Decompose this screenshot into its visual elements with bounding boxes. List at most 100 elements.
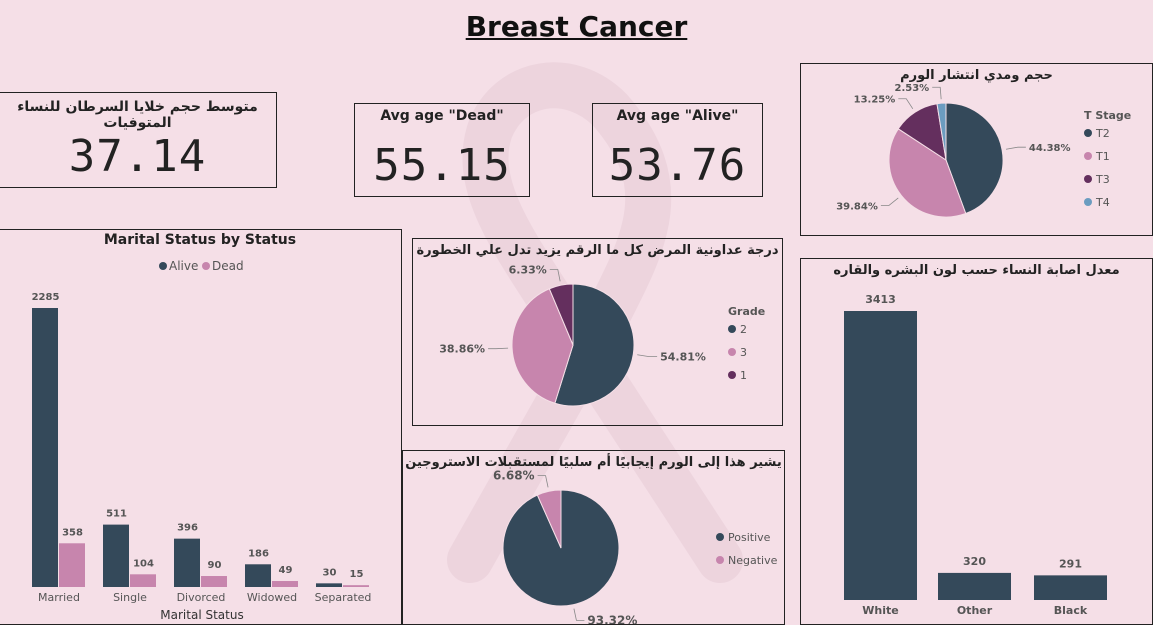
kpi-age-dead-card: Avg age "Dead" 55.15 [354, 103, 530, 197]
grade-data-label: 54.81% [660, 351, 706, 364]
grade-legend-swatch [728, 348, 736, 356]
tstage-slice [936, 102, 947, 161]
tstage-legend-label: T2 [1095, 127, 1110, 140]
race-bar [1034, 575, 1107, 600]
grade-legend-label: 1 [740, 369, 747, 382]
marital-legend-label: Alive [169, 259, 198, 273]
tstage-data-label: 39.84% [836, 201, 878, 212]
kpi-tumor-size-card: متوسط حجم خلايا السرطان للنساء المتوفيات… [0, 92, 277, 188]
race-bar [938, 572, 1011, 600]
tstage-slice [888, 128, 967, 218]
tstage-legend-swatch [1084, 129, 1092, 137]
marital-bar-dead [130, 574, 156, 587]
grade-panel: درجة عداونية المرض كل ما الرقم يزيد تدل … [412, 238, 783, 426]
tstage-legend-swatch [1084, 175, 1092, 183]
tstage-data-label: 13.25% [854, 95, 896, 106]
estrogen-legend-swatch [716, 556, 724, 564]
estrogen-panel: يشير هذا إلى الورم إيجابيًا أم سلبيًا لم… [402, 450, 785, 625]
marital-x-tick: Divorced [177, 591, 226, 604]
marital-x-tick: Widowed [247, 591, 297, 604]
marital-data-label: 358 [62, 527, 83, 538]
marital-data-label: 90 [208, 560, 222, 571]
marital-data-label: 15 [350, 569, 364, 580]
kpi-tumor-size-value: 37.14 [68, 131, 207, 182]
kpi-age-dead-value: 55.15 [373, 140, 511, 191]
tstage-legend-swatch [1084, 198, 1092, 206]
grade-data-label: 6.33% [509, 264, 547, 277]
grade-chart: 54.81% 38.86% 6.33% Grade 2 3 1 [439, 264, 765, 407]
estrogen-data-label: 6.68% [493, 469, 535, 483]
race-x-tick: Black [1054, 604, 1088, 617]
estrogen-chart: 93.32% 6.68% Positive Negative [493, 469, 778, 624]
marital-data-label: 511 [106, 509, 127, 520]
tstage-legend-swatch [1084, 152, 1092, 160]
marital-bar-dead [343, 585, 369, 587]
race-title: معدل اصابة النساء حسب لون البشره والقاره [833, 263, 1120, 278]
kpi-age-alive-card: Avg age "Alive" 53.76 [592, 103, 763, 197]
grade-data-label: 38.86% [439, 343, 485, 356]
grade-legend-swatch [728, 325, 736, 333]
race-data-label: 3413 [865, 293, 896, 306]
marital-data-label: 49 [279, 565, 293, 576]
marital-data-label: 30 [323, 567, 337, 578]
race-bar [844, 311, 917, 600]
tstage-legend-title: T Stage [1084, 109, 1131, 122]
tstage-leader [932, 86, 942, 100]
tstage-leader [880, 197, 899, 206]
grade-leader [488, 347, 509, 350]
grade-slice [554, 283, 635, 407]
marital-x-axis-label: Marital Status [160, 608, 243, 622]
marital-chart: Alive Dead 2285 358 Married 511 104 Single 396 90… [32, 259, 372, 622]
estrogen-title: يشير هذا إلى الورم إيجابيًا أم سلبيًا لم… [405, 455, 782, 470]
tstage-legend-label: T1 [1095, 150, 1110, 163]
grade-legend-title: Grade [728, 305, 765, 318]
grade-slice [511, 288, 574, 404]
marital-bar-dead [272, 581, 298, 587]
marital-legend-label: Dead [212, 259, 244, 273]
marital-bar-alive [174, 538, 200, 587]
grade-slice [548, 283, 574, 346]
marital-title: Marital Status by Status [103, 232, 297, 248]
tstage-slice [945, 102, 1004, 215]
estrogen-leader [573, 608, 585, 621]
marital-legend-swatch [159, 262, 167, 270]
marital-x-tick: Married [38, 591, 80, 604]
estrogen-slice [536, 489, 562, 549]
tstage-leader [1005, 146, 1026, 150]
tstage-legend-label: T3 [1095, 173, 1110, 186]
marital-bar-alive [32, 308, 58, 587]
grade-title: درجة عداونية المرض كل ما الرقم يزيد تدل … [416, 243, 779, 258]
marital-data-label: 2285 [32, 292, 60, 303]
tstage-data-label: 2.53% [895, 83, 930, 94]
estrogen-legend-label: Negative [728, 554, 778, 567]
estrogen-leader [537, 475, 549, 488]
grade-legend-label: 3 [740, 346, 747, 359]
marital-panel: Marital Status by Status Alive Dead 2285 35… [0, 229, 402, 625]
grade-legend-swatch [728, 371, 736, 379]
marital-bar-alive [103, 524, 129, 587]
kpi-tumor-size-label: متوسط حجم خلايا السرطان للنساء المتوفيات [17, 99, 258, 131]
marital-data-label: 104 [133, 558, 154, 569]
estrogen-data-label: 93.32% [587, 613, 637, 624]
marital-x-tick: Separated [315, 591, 372, 604]
marital-bar-alive [245, 564, 271, 587]
t-stage-chart: 44.38% 39.84% 13.25%2.53% T Stage T2 T1 T3 T4 [836, 83, 1131, 218]
race-chart: 3413 White 320 Other 291 Black [844, 293, 1107, 617]
marital-bar-dead [59, 543, 85, 587]
grade-legend-label: 2 [740, 323, 747, 336]
marital-data-label: 396 [177, 523, 198, 534]
marital-bar-alive [316, 583, 342, 587]
t-stage-panel: حجم ومدي انتشار الورم 44.38% 39.84% 13.25%… [800, 63, 1153, 236]
kpi-age-alive-label: Avg age "Alive" [616, 108, 739, 124]
race-x-tick: White [862, 604, 898, 617]
estrogen-legend-swatch [716, 533, 724, 541]
marital-bar-dead [201, 576, 227, 587]
grade-leader [637, 354, 658, 357]
t-stage-title: حجم ومدي انتشار الورم [900, 68, 1053, 83]
grade-leader [549, 269, 561, 282]
race-data-label: 291 [1059, 557, 1082, 570]
tstage-leader [898, 98, 914, 110]
page-title: Breast Cancer [465, 10, 688, 43]
marital-data-label: 186 [248, 548, 269, 559]
